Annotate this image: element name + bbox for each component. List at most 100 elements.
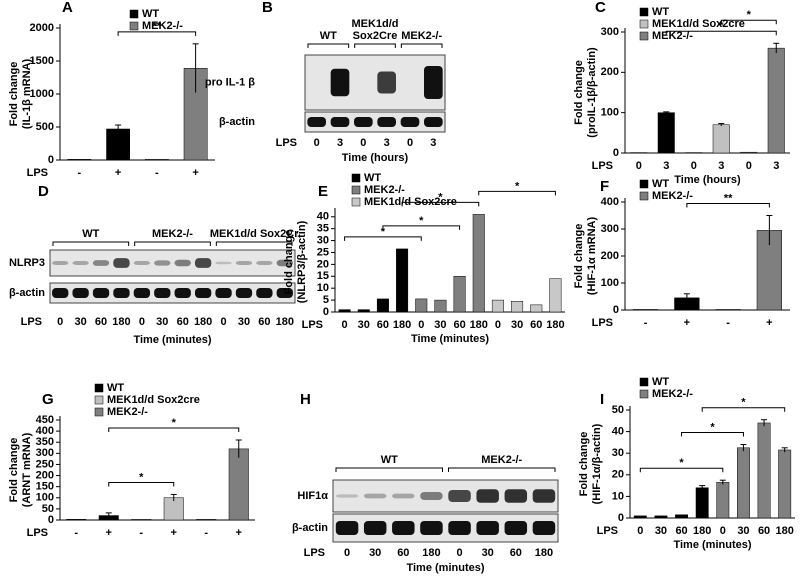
blot-band bbox=[377, 117, 396, 127]
legend-label: WT bbox=[652, 178, 669, 190]
significance-bracket bbox=[639, 467, 724, 473]
significance-bracket bbox=[117, 31, 197, 36]
x-tick-label: + bbox=[766, 317, 772, 329]
bar bbox=[695, 487, 709, 519]
bar bbox=[376, 298, 389, 313]
y-tick-label: 20 bbox=[612, 469, 624, 481]
bar bbox=[675, 514, 688, 519]
x-tick-label: 30 bbox=[655, 525, 667, 537]
significance-bracket bbox=[681, 432, 744, 437]
x-tick-label: 30 bbox=[434, 319, 446, 331]
bar bbox=[106, 128, 130, 161]
y-tick-label: 1000 bbox=[30, 88, 54, 100]
significance-bracket bbox=[665, 30, 777, 36]
blot-band bbox=[52, 261, 69, 265]
y-tick-label: 30 bbox=[612, 447, 624, 459]
blot-band bbox=[72, 261, 89, 265]
panel-label: F bbox=[600, 178, 609, 195]
legend-swatch bbox=[129, 9, 139, 19]
y-tick-label: 10 bbox=[317, 282, 329, 294]
group-label: WT bbox=[381, 454, 398, 466]
x-tick-label: 30 bbox=[511, 319, 523, 331]
y-tick-label: 250 bbox=[36, 458, 54, 470]
legend-label: MEK2-/- bbox=[364, 184, 405, 196]
y-axis-label: Fold change bbox=[578, 432, 590, 497]
x-tick-label: 30 bbox=[358, 319, 370, 331]
y-tick-label: 30 bbox=[317, 234, 329, 246]
bar bbox=[338, 309, 351, 313]
bar bbox=[767, 47, 785, 154]
blot-band bbox=[92, 288, 110, 298]
row-label: LPS bbox=[592, 160, 613, 172]
lane-label: 0 bbox=[139, 316, 145, 328]
blot-band bbox=[307, 117, 326, 127]
bar bbox=[757, 422, 771, 519]
significance-label: ** bbox=[153, 21, 162, 33]
lane-label: 180 bbox=[194, 316, 212, 328]
bar bbox=[712, 124, 730, 154]
group-bracket bbox=[448, 467, 556, 472]
group-label: MEK2-/- bbox=[481, 454, 522, 466]
x-tick-label: - bbox=[644, 317, 648, 329]
y-tick-label: 300 bbox=[601, 223, 619, 235]
row-label: β-actin bbox=[219, 116, 255, 128]
y-axis-label: Fold change bbox=[283, 230, 295, 295]
legend-label: MEK2-/- bbox=[107, 406, 148, 418]
legend-label: MEK2-/- bbox=[142, 20, 183, 32]
x-tick-label: 0 bbox=[637, 525, 643, 537]
x-tick-label: 3 bbox=[773, 160, 779, 172]
bar bbox=[472, 214, 485, 313]
x-tick-label: 0 bbox=[746, 160, 752, 172]
bar bbox=[633, 309, 659, 311]
x-tick-label: + bbox=[236, 527, 242, 539]
x-tick-label: - bbox=[726, 317, 730, 329]
row-label: LPS bbox=[302, 319, 323, 331]
y-tick-label: 500 bbox=[36, 121, 54, 133]
legend-label: WT bbox=[364, 172, 381, 184]
blot-band bbox=[72, 288, 89, 298]
legend-swatch bbox=[639, 179, 649, 189]
bar bbox=[357, 309, 370, 313]
significance-label: * bbox=[747, 9, 752, 21]
bar bbox=[511, 301, 524, 313]
lane-label: 60 bbox=[177, 316, 189, 328]
panel-label: G bbox=[42, 391, 54, 408]
blot-band bbox=[448, 521, 471, 535]
x-axis-label: Time (minutes) bbox=[133, 334, 211, 346]
lane-label: 60 bbox=[510, 547, 522, 559]
bar bbox=[530, 304, 543, 313]
panel-label: C bbox=[595, 0, 606, 16]
blot-band bbox=[133, 261, 151, 265]
x-tick-label: 0 bbox=[691, 160, 697, 172]
blot-band bbox=[133, 288, 151, 298]
lane-label: 0 bbox=[360, 137, 366, 149]
x-tick-label: 0 bbox=[495, 319, 501, 331]
blot-band bbox=[154, 260, 171, 266]
legend-swatch bbox=[639, 389, 649, 399]
significance-label: * bbox=[741, 397, 746, 409]
blot-band bbox=[52, 288, 69, 298]
blot-band bbox=[235, 261, 253, 265]
lane-label: 0 bbox=[457, 547, 463, 559]
y-axis-label: (IL-1β mRNA) bbox=[21, 59, 33, 130]
x-tick-label: 60 bbox=[758, 525, 770, 537]
blot-band bbox=[335, 494, 359, 498]
y-tick-label: 0 bbox=[613, 147, 619, 159]
bar bbox=[228, 448, 249, 521]
row-label: LPS bbox=[304, 547, 325, 559]
legend-swatch bbox=[94, 395, 104, 405]
y-tick-label: 25 bbox=[317, 246, 329, 258]
x-axis-label: Time (hours) bbox=[674, 174, 741, 186]
x-tick-label: + bbox=[171, 527, 177, 539]
y-axis-label: (ARNT mRNA) bbox=[21, 432, 33, 507]
significance-bracket bbox=[382, 225, 461, 230]
blot-band bbox=[420, 492, 443, 500]
blot-band bbox=[420, 521, 443, 535]
lane-label: 60 bbox=[95, 316, 107, 328]
x-tick-label: 3 bbox=[663, 160, 669, 172]
row-label: LPS bbox=[597, 525, 618, 537]
significance-label: * bbox=[172, 417, 177, 429]
bar bbox=[657, 112, 675, 154]
blot-band bbox=[363, 493, 387, 499]
